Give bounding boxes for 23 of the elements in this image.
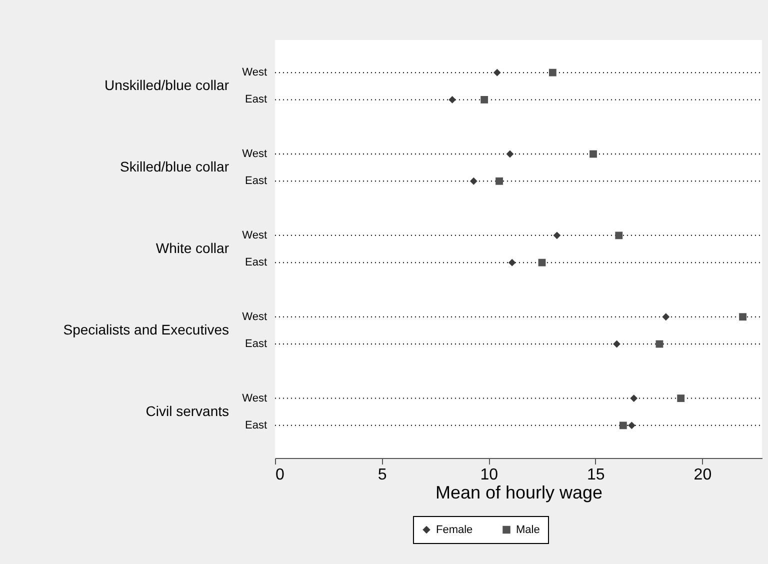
text: Skilled/blue collar <box>120 158 230 175</box>
legend-label: Female <box>436 524 473 536</box>
x-tick-label: 15 <box>586 466 605 484</box>
x-tick-label: 0 <box>276 466 284 484</box>
y-tick-label: East <box>244 256 267 269</box>
y-tick-label: East <box>244 94 267 106</box>
text: Civil servants <box>146 402 229 419</box>
y-tick-label: East <box>244 338 267 350</box>
y-tick-label: West <box>242 229 267 242</box>
y-tick-label: East <box>244 419 267 432</box>
y-tick-label: East <box>244 175 267 188</box>
text: Specialists and Executives <box>63 321 229 338</box>
x-tick-label: 20 <box>694 466 712 484</box>
y-tick-label: West <box>242 66 267 79</box>
x-axis-title: Mean of hourly wage <box>435 482 603 502</box>
text: White collar <box>156 240 230 256</box>
y-tick-label: West <box>242 148 267 160</box>
y-tick-label: West <box>242 392 267 404</box>
legend-label: Male <box>516 524 540 536</box>
text: Unskilled/blue collar <box>104 77 230 94</box>
x-tick-label: 10 <box>480 466 498 484</box>
x-tick-label: 5 <box>378 466 387 484</box>
y-tick-label: West <box>242 310 267 323</box>
